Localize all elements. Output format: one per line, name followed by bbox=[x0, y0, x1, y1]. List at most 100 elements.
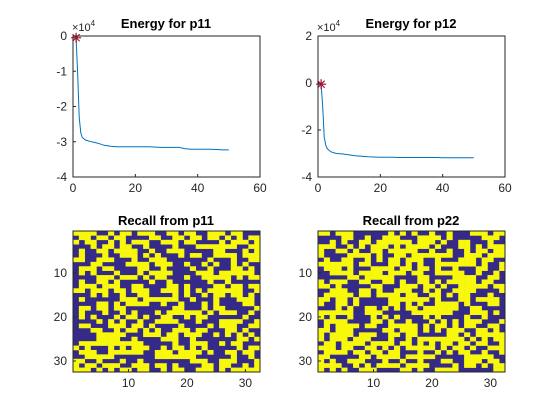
recall-p22-cell bbox=[446, 367, 453, 373]
recall-p22-cell bbox=[318, 297, 325, 302]
recall-p22-cell bbox=[405, 288, 412, 293]
recall-p22-cell bbox=[440, 323, 447, 329]
recall-p11-cell bbox=[207, 270, 214, 276]
recall-p22-cell bbox=[358, 270, 366, 276]
recall-p11-cell bbox=[108, 231, 115, 236]
recall-p22-cell bbox=[323, 341, 330, 346]
recall-p22-cell bbox=[335, 305, 342, 311]
recall-p22-cell bbox=[469, 345, 477, 351]
recall-p11-cell bbox=[195, 235, 202, 241]
recall-p11-cell bbox=[213, 253, 220, 258]
recall-p11-cell bbox=[242, 248, 249, 254]
recall-p11-cell bbox=[154, 270, 161, 276]
recall-p22-cell bbox=[341, 288, 348, 293]
recall-p22-cell bbox=[487, 297, 494, 302]
recall-p11-cell bbox=[78, 257, 85, 263]
recall-p11-cell bbox=[213, 297, 220, 302]
recall-p11-cell bbox=[154, 253, 161, 258]
recall-p11-cell bbox=[131, 301, 138, 307]
recall-p11-cell bbox=[236, 235, 243, 241]
recall-p11-cell bbox=[230, 327, 237, 333]
recall-p11-cell bbox=[154, 257, 161, 263]
recall-p22-cell bbox=[323, 354, 330, 360]
energy-p11-plot: 0 20 40 60 -4 -3 -2 -1 0 bbox=[56, 29, 267, 195]
recall-p22-cell bbox=[475, 283, 482, 289]
recall-p22-cell bbox=[376, 354, 383, 360]
recall-p22-cell bbox=[358, 367, 366, 373]
recall-p11-cell bbox=[195, 319, 202, 324]
recall-p11-cell bbox=[184, 283, 191, 289]
recall-p11-cell bbox=[207, 279, 214, 285]
recall-p22-cell bbox=[399, 266, 406, 271]
recall-p11-cell bbox=[178, 301, 185, 307]
recall-p11-cell bbox=[184, 275, 191, 280]
recall-p11-cell bbox=[230, 288, 237, 293]
recall-p22-cell bbox=[364, 261, 371, 267]
recall-p11-cell bbox=[78, 323, 85, 329]
recall-p11-cell bbox=[90, 261, 97, 267]
recall-p22-heatmap: 10 20 30 10 20 30 bbox=[299, 231, 506, 390]
recall-p11-cell bbox=[207, 257, 214, 263]
recall-p11-cell bbox=[172, 363, 179, 368]
recall-p11-cell bbox=[90, 266, 97, 271]
recall-p11-cell bbox=[160, 319, 167, 324]
recall-p22-cell bbox=[487, 345, 494, 351]
recall-p22-cell bbox=[388, 235, 395, 241]
recall-p11-cell bbox=[172, 341, 179, 346]
recall-p22-cell bbox=[440, 358, 447, 364]
recall-p22-cell bbox=[358, 358, 366, 364]
recall-p11-cell bbox=[125, 261, 132, 267]
energy-p11-ytick-label: -2 bbox=[56, 100, 67, 114]
recall-p22-cell bbox=[393, 257, 401, 263]
recall-p11-cell bbox=[172, 327, 179, 333]
recall-p11-cell bbox=[131, 349, 138, 355]
recall-p22-cell bbox=[388, 327, 395, 333]
recall-p22-cell bbox=[499, 231, 506, 236]
recall-p11-cell bbox=[254, 305, 261, 311]
recall-p11-cell bbox=[224, 275, 232, 280]
recall-p11-cell bbox=[84, 341, 91, 346]
recall-p11-cell bbox=[172, 319, 179, 324]
recall-p22-ytick-label: 20 bbox=[299, 310, 313, 324]
recall-p11-cell bbox=[166, 261, 173, 267]
energy-p12-xtick-label: 40 bbox=[436, 181, 450, 195]
recall-p22-cell bbox=[370, 305, 377, 311]
recall-p22-cell bbox=[464, 358, 471, 364]
recall-p22-cell bbox=[329, 239, 336, 245]
recall-p22-cell bbox=[318, 310, 325, 316]
recall-p11-cell bbox=[236, 297, 243, 302]
recall-p22-cell bbox=[475, 332, 482, 338]
recall-p11-cell bbox=[254, 363, 261, 368]
recall-p22-cell bbox=[458, 283, 465, 289]
recall-p22-cell bbox=[487, 235, 494, 241]
recall-p22-cell bbox=[475, 248, 482, 254]
recall-p22-cell bbox=[364, 367, 371, 373]
recall-p11-cell bbox=[137, 288, 144, 293]
recall-p11-cell bbox=[90, 349, 97, 355]
recall-p22-cell bbox=[335, 270, 342, 276]
recall-p22-cell bbox=[423, 345, 430, 351]
recall-p11-cell bbox=[254, 336, 261, 342]
recall-p11-cell bbox=[131, 323, 138, 329]
recall-p11-cell bbox=[78, 253, 85, 258]
recall-p11-cell bbox=[84, 305, 91, 311]
recall-p22-cell bbox=[405, 292, 412, 298]
recall-p11-cell bbox=[189, 358, 197, 364]
recall-p11-cell bbox=[143, 367, 150, 373]
recall-p11-cell bbox=[201, 275, 208, 280]
recall-p22-cell bbox=[329, 292, 336, 298]
recall-p11-cell bbox=[96, 279, 103, 285]
recall-p22-cell bbox=[329, 319, 336, 324]
recall-p22-cell bbox=[499, 341, 506, 346]
recall-p22-cell bbox=[335, 336, 342, 342]
recall-p11-cell bbox=[160, 314, 167, 320]
recall-p11-cell bbox=[137, 349, 144, 355]
recall-p22-cell bbox=[434, 327, 442, 333]
recall-p11-cell bbox=[219, 310, 226, 316]
recall-p22-cell bbox=[458, 297, 465, 302]
recall-p22-cell bbox=[393, 332, 401, 338]
recall-p11-cell bbox=[219, 253, 226, 258]
recall-p22-cell bbox=[493, 248, 500, 254]
recall-p22-cell bbox=[335, 297, 342, 302]
recall-p11-cell bbox=[73, 239, 80, 245]
